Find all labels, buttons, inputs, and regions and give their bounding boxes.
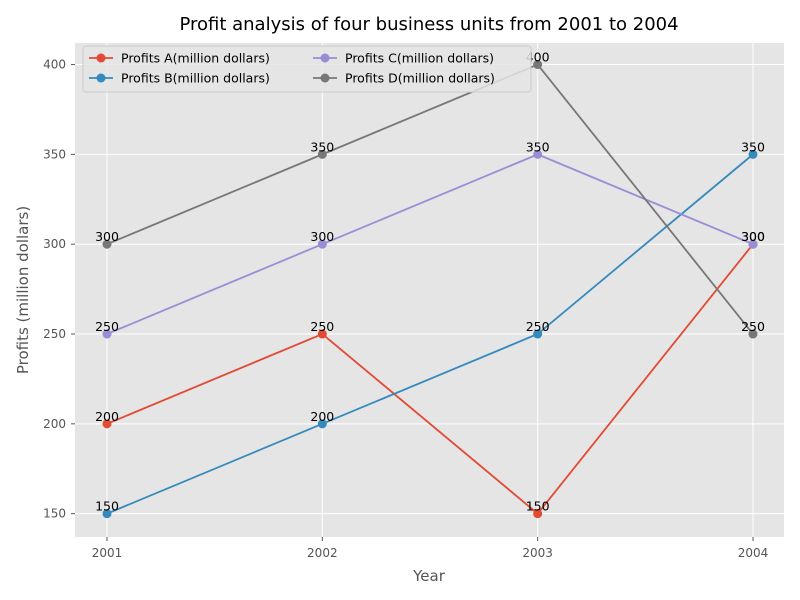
legend-item: Profits D(million dollars) — [313, 71, 495, 86]
axis-ticks: 150 200 250 300 350 400 2001 2002 2003 2004 — [43, 58, 768, 560]
data-point — [317, 329, 327, 339]
data-label: 400 — [526, 50, 550, 65]
series-line — [106, 243, 754, 515]
data-point — [102, 239, 112, 249]
data-point — [317, 149, 327, 159]
data-label: 350 — [741, 139, 765, 154]
x-tick-label: 2002 — [307, 546, 338, 560]
data-point — [748, 149, 758, 159]
y-tick-label: 350 — [43, 147, 66, 161]
legend-label: Profits B(million dollars) — [121, 71, 270, 86]
data-label: 150 — [526, 499, 550, 514]
data-point — [533, 329, 543, 339]
series-d — [102, 60, 758, 339]
legend-swatch-marker — [320, 73, 330, 83]
series-layer — [102, 60, 758, 519]
data-label: 250 — [95, 319, 119, 334]
legend-label: Profits A(million dollars) — [121, 51, 270, 66]
data-point — [533, 60, 543, 70]
data-point — [533, 149, 543, 159]
chart-title: Profit analysis of four business units f… — [179, 14, 678, 35]
y-tick-label: 250 — [43, 327, 66, 341]
data-point — [102, 419, 112, 429]
series-line — [106, 153, 754, 515]
data-point — [533, 509, 543, 519]
y-axis-label: Profits (million dollars) — [14, 206, 32, 374]
data-point — [317, 239, 327, 249]
legend-swatch-marker — [96, 73, 106, 83]
legend-item: Profits A(million dollars) — [89, 51, 270, 66]
data-point — [748, 329, 758, 339]
data-label: 250 — [741, 319, 765, 334]
y-tick-label: 200 — [43, 417, 66, 431]
legend-swatch-marker — [96, 53, 106, 63]
x-axis-label: Year — [412, 567, 446, 585]
y-tick-label: 300 — [43, 237, 66, 251]
series-line — [106, 63, 754, 335]
data-label: 150 — [95, 499, 119, 514]
data-label: 350 — [310, 139, 334, 154]
data-label: 250 — [310, 319, 334, 334]
y-tick-label: 400 — [43, 58, 66, 72]
series-b — [102, 149, 758, 519]
data-point — [317, 419, 327, 429]
data-label: 300 — [310, 229, 334, 244]
data-label: 250 — [526, 319, 550, 334]
legend: Profits A(million dollars) Profits B(mill… — [82, 45, 532, 93]
legend-label: Profits C(million dollars) — [345, 51, 494, 66]
data-point — [748, 239, 758, 249]
legend-label: Profits D(million dollars) — [345, 71, 495, 86]
data-label: 200 — [310, 409, 334, 424]
data-point — [102, 509, 112, 519]
y-tick-label: 150 — [43, 507, 66, 521]
data-label: 300 — [95, 229, 119, 244]
data-label: 200 — [95, 409, 119, 424]
x-tick-label: 2003 — [522, 546, 553, 560]
data-labels: 2002501503001502002503502503003503003003… — [95, 50, 765, 514]
data-label: 300 — [741, 229, 765, 244]
legend-item: Profits B(million dollars) — [89, 71, 270, 86]
legend-box — [82, 45, 532, 93]
plot-area — [75, 43, 784, 537]
x-tick-label: 2001 — [92, 546, 123, 560]
data-label: 300 — [741, 229, 765, 244]
legend-item: Profits C(million dollars) — [313, 51, 494, 66]
data-label: 350 — [526, 139, 550, 154]
data-point — [102, 329, 112, 339]
x-tick-label: 2004 — [738, 546, 769, 560]
legend-swatch-marker — [320, 53, 330, 63]
